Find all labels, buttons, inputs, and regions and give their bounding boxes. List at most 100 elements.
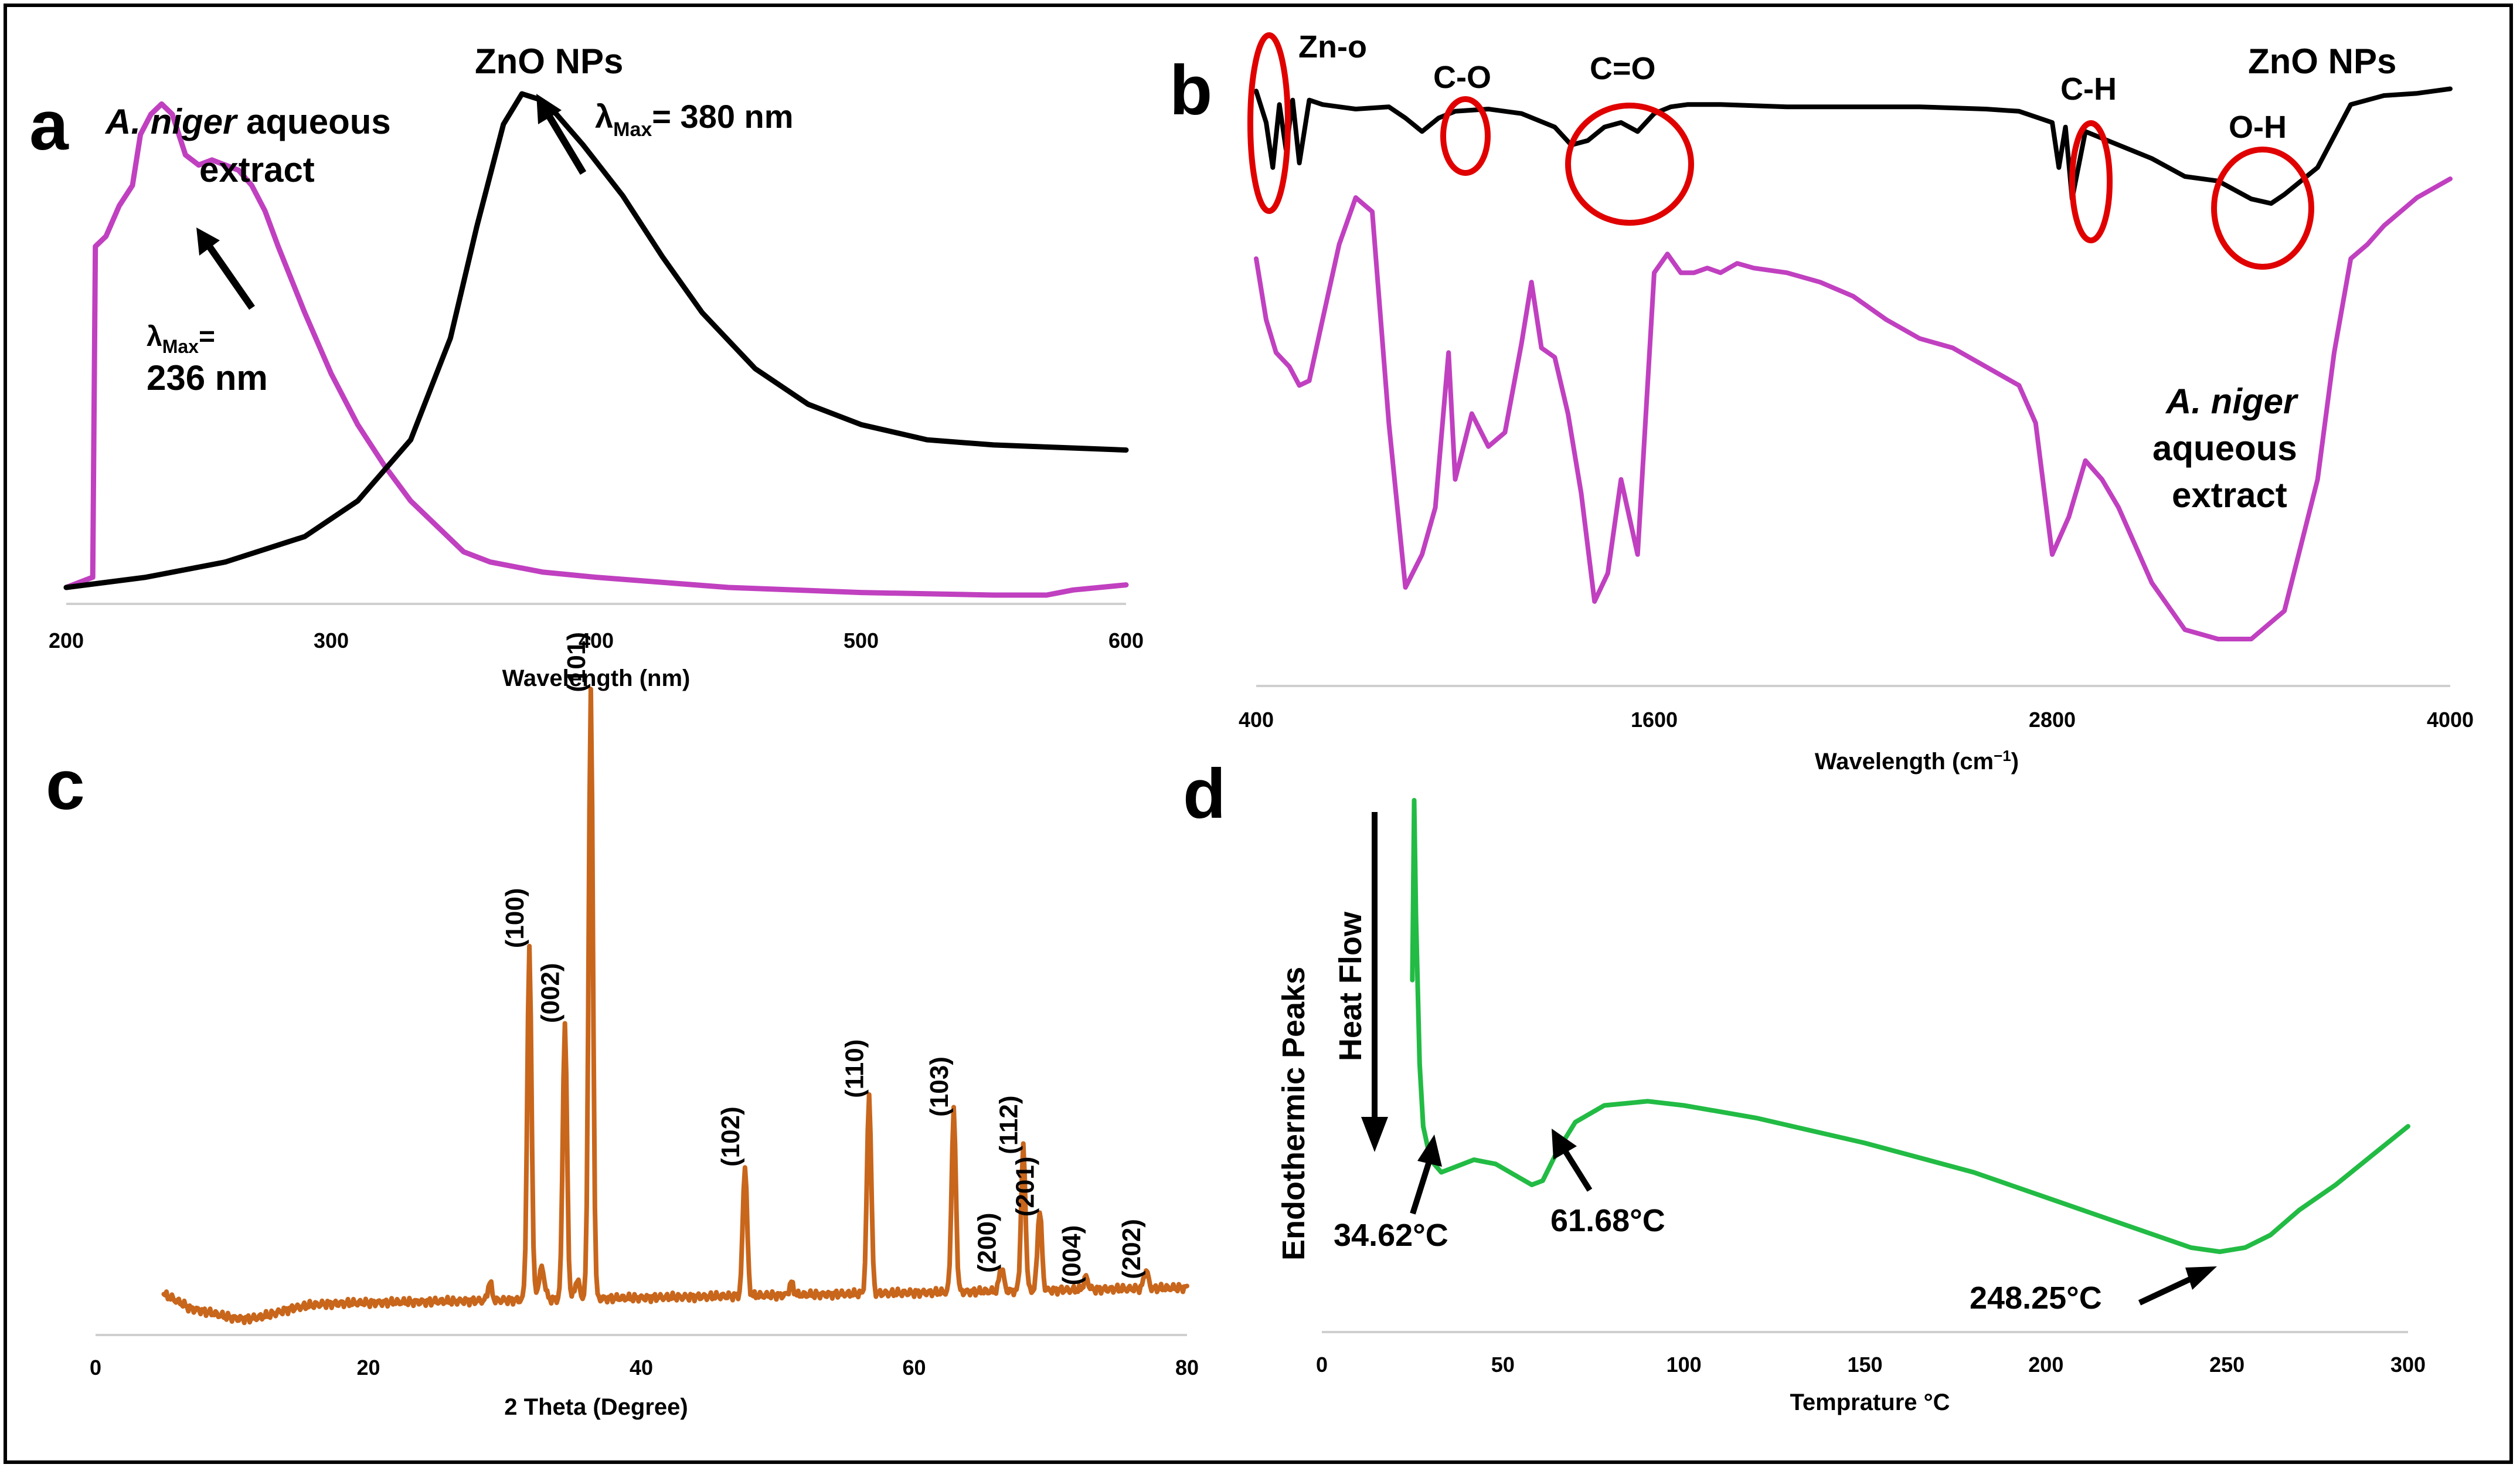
band-circle-c-o (1440, 96, 1491, 176)
panel-a-extract-arrowhead (196, 227, 220, 256)
miller-label: (202) (1117, 1219, 1146, 1279)
band-circle-c=o (1565, 103, 1694, 226)
panel-b-series (1254, 86, 2453, 641)
panel-d-arrowhead-2 (1552, 1129, 1577, 1160)
miller-label: (201) (1011, 1157, 1040, 1217)
miller-label: (103) (925, 1056, 954, 1117)
panel-b-tick-4000: 4000 (2427, 708, 2474, 732)
panel-a-extract-lambda-symbol: λ (147, 321, 162, 352)
panel-a-line-zno (63, 91, 1129, 590)
band-label-zn-o: Zn-o (1298, 29, 1367, 64)
panel-d-tick-200: 200 (2028, 1353, 2063, 1377)
panel-c-tick-0: 0 (90, 1356, 101, 1380)
panel-c-tick-labels: 0 20 40 60 80 (90, 1356, 1199, 1380)
panel-b-x-axis-title: Wavelength (cm−1) (1815, 747, 2019, 774)
panel-a-zno-label: ZnO NPs (475, 42, 623, 81)
panel-d: d 0 50 100 150 200 250 300 Temprature °C Endot… (1183, 755, 2426, 1415)
panel-a-zno-lambda: λMax= 380 nm (595, 98, 794, 141)
panel-c-tick-20: 20 (356, 1356, 380, 1380)
panel-a-extract-rest: aqueous (236, 102, 390, 141)
panel-a-extract-arrow (202, 238, 255, 310)
panel-d-y-label-heat-flow: Heat Flow (1333, 911, 1368, 1061)
panel-d-arrow-1 (1410, 1157, 1433, 1215)
miller-label: (004) (1057, 1225, 1086, 1286)
panel-d-tick-100: 100 (1667, 1353, 1702, 1377)
panel-b-tick-labels: 400 1600 2800 4000 (1239, 708, 2474, 732)
panel-c-xrd-pattern (161, 687, 1189, 1326)
panel-c: c 0 20 40 60 80 2 Theta (Degree) (100)(002)(… (46, 632, 1199, 1420)
panel-a-zno-arrowhead (536, 94, 562, 124)
panel-b-x-axis-title-sup: −1 (1994, 747, 2011, 765)
panel-d-series (1410, 798, 2410, 1254)
panel-d-heat-flow-arrowhead (1361, 1117, 1388, 1152)
panel-b-x-axis-title-close: ) (2011, 749, 2019, 774)
band-label-c=o: C=O (1590, 51, 1656, 86)
panel-a-tick-600: 600 (1108, 629, 1144, 653)
panel-d-arrow-3 (2138, 1275, 2194, 1306)
panel-d-tick-250: 250 (2209, 1353, 2244, 1377)
panel-b-extract-label-line1: A. niger (2165, 382, 2299, 421)
panel-c-tick-60: 60 (902, 1356, 926, 1380)
miller-label: (100) (501, 888, 529, 949)
miller-label: (112) (995, 1096, 1023, 1154)
panel-b-tick-400: 400 (1239, 708, 1274, 732)
panel-letter-d: d (1183, 755, 1226, 833)
panel-d-tick-150: 150 (1847, 1353, 1882, 1377)
miller-label: (200) (973, 1212, 1002, 1273)
panel-a-zno-arrow (545, 112, 587, 175)
panel-d-y-label-endothermic: Endothermic Peaks (1276, 967, 1311, 1261)
panel-a-zno-lambda-value: = 380 nm (652, 98, 793, 135)
panel-d-arrowhead-3 (2185, 1266, 2217, 1290)
panel-a-line-extract (63, 101, 1129, 598)
band-label-c-h: C-H (2060, 72, 2117, 107)
panel-a-tick-200: 200 (49, 629, 84, 653)
panel-a-extract-label-line2: extract (199, 150, 315, 189)
panel-a-extract-lambda-eq: = (199, 321, 215, 352)
panel-b: b 400 1600 2800 4000 Wavelength (cm−1) Zn-o… (1169, 29, 2474, 774)
panel-a-extract-label-line1: A. niger aqueous (104, 102, 391, 141)
panel-d-tick-0: 0 (1316, 1353, 1328, 1377)
panel-d-x-axis-title: Temprature °C (1790, 1390, 1950, 1415)
miller-label: (110) (841, 1039, 869, 1098)
panel-a-extract-italic: A. niger (104, 102, 239, 141)
panel-a-series (63, 91, 1129, 598)
miller-label: (101) (562, 632, 591, 692)
panel-letter-b: b (1169, 51, 1212, 130)
miller-label: (102) (716, 1106, 745, 1167)
panel-b-tick-1600: 1600 (1631, 708, 1678, 732)
panel-a-extract-lambda-value: 236 nm (147, 358, 268, 398)
panel-c-series (161, 687, 1189, 1326)
panel-a-extract-lambda-sub: Max (162, 336, 199, 357)
panel-c-tick-80: 80 (1175, 1356, 1199, 1380)
panel-d-arrowhead-1 (1417, 1134, 1442, 1167)
panel-c-x-axis-title: 2 Theta (Degree) (504, 1394, 688, 1420)
band-label-o-h: O-H (2229, 110, 2287, 145)
panel-d-peak-label-2: 61.68°C (1550, 1203, 1665, 1238)
panel-c-miller-labels: (100)(002) (101) (102) (110) (103) (200) (112)… (501, 632, 1146, 1285)
panel-letter-c: c (46, 746, 85, 824)
panel-a-x-axis-title: Wavelength (nm) (502, 665, 691, 691)
panel-letter-a: a (29, 86, 69, 165)
panel-b-line-zno (1254, 86, 2453, 206)
panel-b-x-axis-title-main: Wavelength (cm (1815, 749, 1994, 774)
panel-b-tick-2800: 2800 (2029, 708, 2076, 732)
panel-a-zno-lambda-symbol: λ (595, 98, 613, 135)
panel-a-zno-lambda-sub: Max (613, 118, 652, 141)
panel-d-arrow-2 (1559, 1144, 1593, 1192)
panel-a-tick-500: 500 (844, 629, 879, 653)
band-circle-c-h (2069, 120, 2113, 243)
band-circle-zn-o (1247, 32, 1291, 214)
panel-d-peak-label-3: 248.25°C (1970, 1280, 2102, 1316)
panel-c-tick-40: 40 (630, 1356, 653, 1380)
band-circle-o-h (2211, 147, 2314, 270)
panel-d-tick-labels: 0 50 100 150 200 250 300 (1316, 1353, 2426, 1377)
panel-a: a 200 300 400 500 600 Wavelength (nm) A. nig… (29, 42, 1144, 691)
panel-a-tick-300: 300 (314, 629, 349, 653)
panel-a-tick-400: 400 (579, 629, 614, 653)
panel-a-extract-lambda: λMax= (147, 321, 215, 357)
band-label-c-o: C-O (1433, 60, 1491, 95)
panel-d-line-dsc (1410, 798, 2410, 1254)
panel-a-tick-labels: 200 300 400 500 600 (49, 629, 1144, 653)
panel-d-peak-label-1: 34.62°C (1334, 1218, 1448, 1253)
